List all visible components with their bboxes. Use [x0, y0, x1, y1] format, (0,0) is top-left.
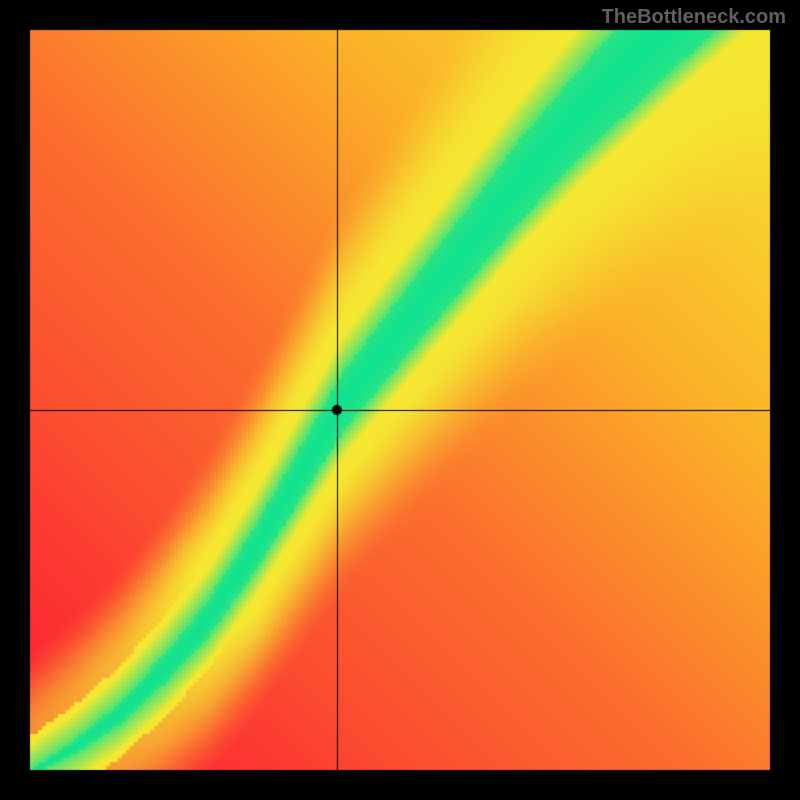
attribution-label: TheBottleneck.com [602, 6, 786, 29]
bottleneck-heatmap-container: TheBottleneck.com [0, 0, 800, 800]
heatmap-canvas [0, 0, 800, 800]
